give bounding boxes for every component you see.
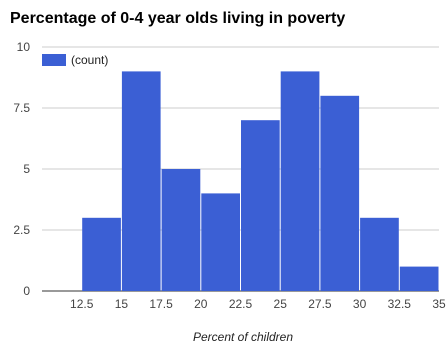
x-tick-label: 22.5 — [229, 297, 253, 311]
histogram-bar[interactable] — [399, 266, 439, 291]
chart-title: Percentage of 0-4 year olds living in po… — [10, 10, 345, 27]
histogram-bar[interactable] — [280, 71, 320, 292]
histogram-bar[interactable] — [320, 95, 360, 291]
y-tick-label: 10 — [17, 40, 31, 54]
histogram-bar[interactable] — [82, 217, 121, 291]
legend-swatch — [42, 54, 66, 66]
x-tick-label: 12.5 — [70, 297, 94, 311]
x-tick-label: 17.5 — [149, 297, 173, 311]
x-tick-label: 35 — [432, 297, 446, 311]
x-tick-label: 30 — [353, 297, 367, 311]
y-tick-label: 2.5 — [13, 223, 30, 237]
y-tick-labels: 0 2.5 5 7.5 10 — [13, 40, 30, 298]
x-tick-label: 15 — [115, 297, 129, 311]
y-tick-label: 5 — [23, 162, 30, 176]
bars — [82, 71, 439, 292]
histogram-bar[interactable] — [201, 193, 240, 291]
histogram-bar[interactable] — [360, 217, 399, 291]
x-axis-label: Percent of children — [193, 330, 293, 344]
x-tick-label: 27.5 — [308, 297, 332, 311]
histogram-bar[interactable] — [161, 169, 201, 291]
x-tick-labels: 12.5 15 17.5 20 22.5 25 27.5 30 32.5 35 — [70, 297, 446, 311]
legend-label: (count) — [71, 53, 108, 67]
x-tick-label: 25 — [274, 297, 288, 311]
histogram-bar[interactable] — [241, 120, 280, 291]
histogram-bar[interactable] — [121, 71, 161, 292]
y-tick-label: 0 — [23, 284, 30, 298]
x-tick-label: 20 — [194, 297, 208, 311]
x-tick-label: 32.5 — [388, 297, 412, 311]
y-tick-label: 7.5 — [13, 101, 30, 115]
legend[interactable]: (count) — [42, 53, 108, 67]
